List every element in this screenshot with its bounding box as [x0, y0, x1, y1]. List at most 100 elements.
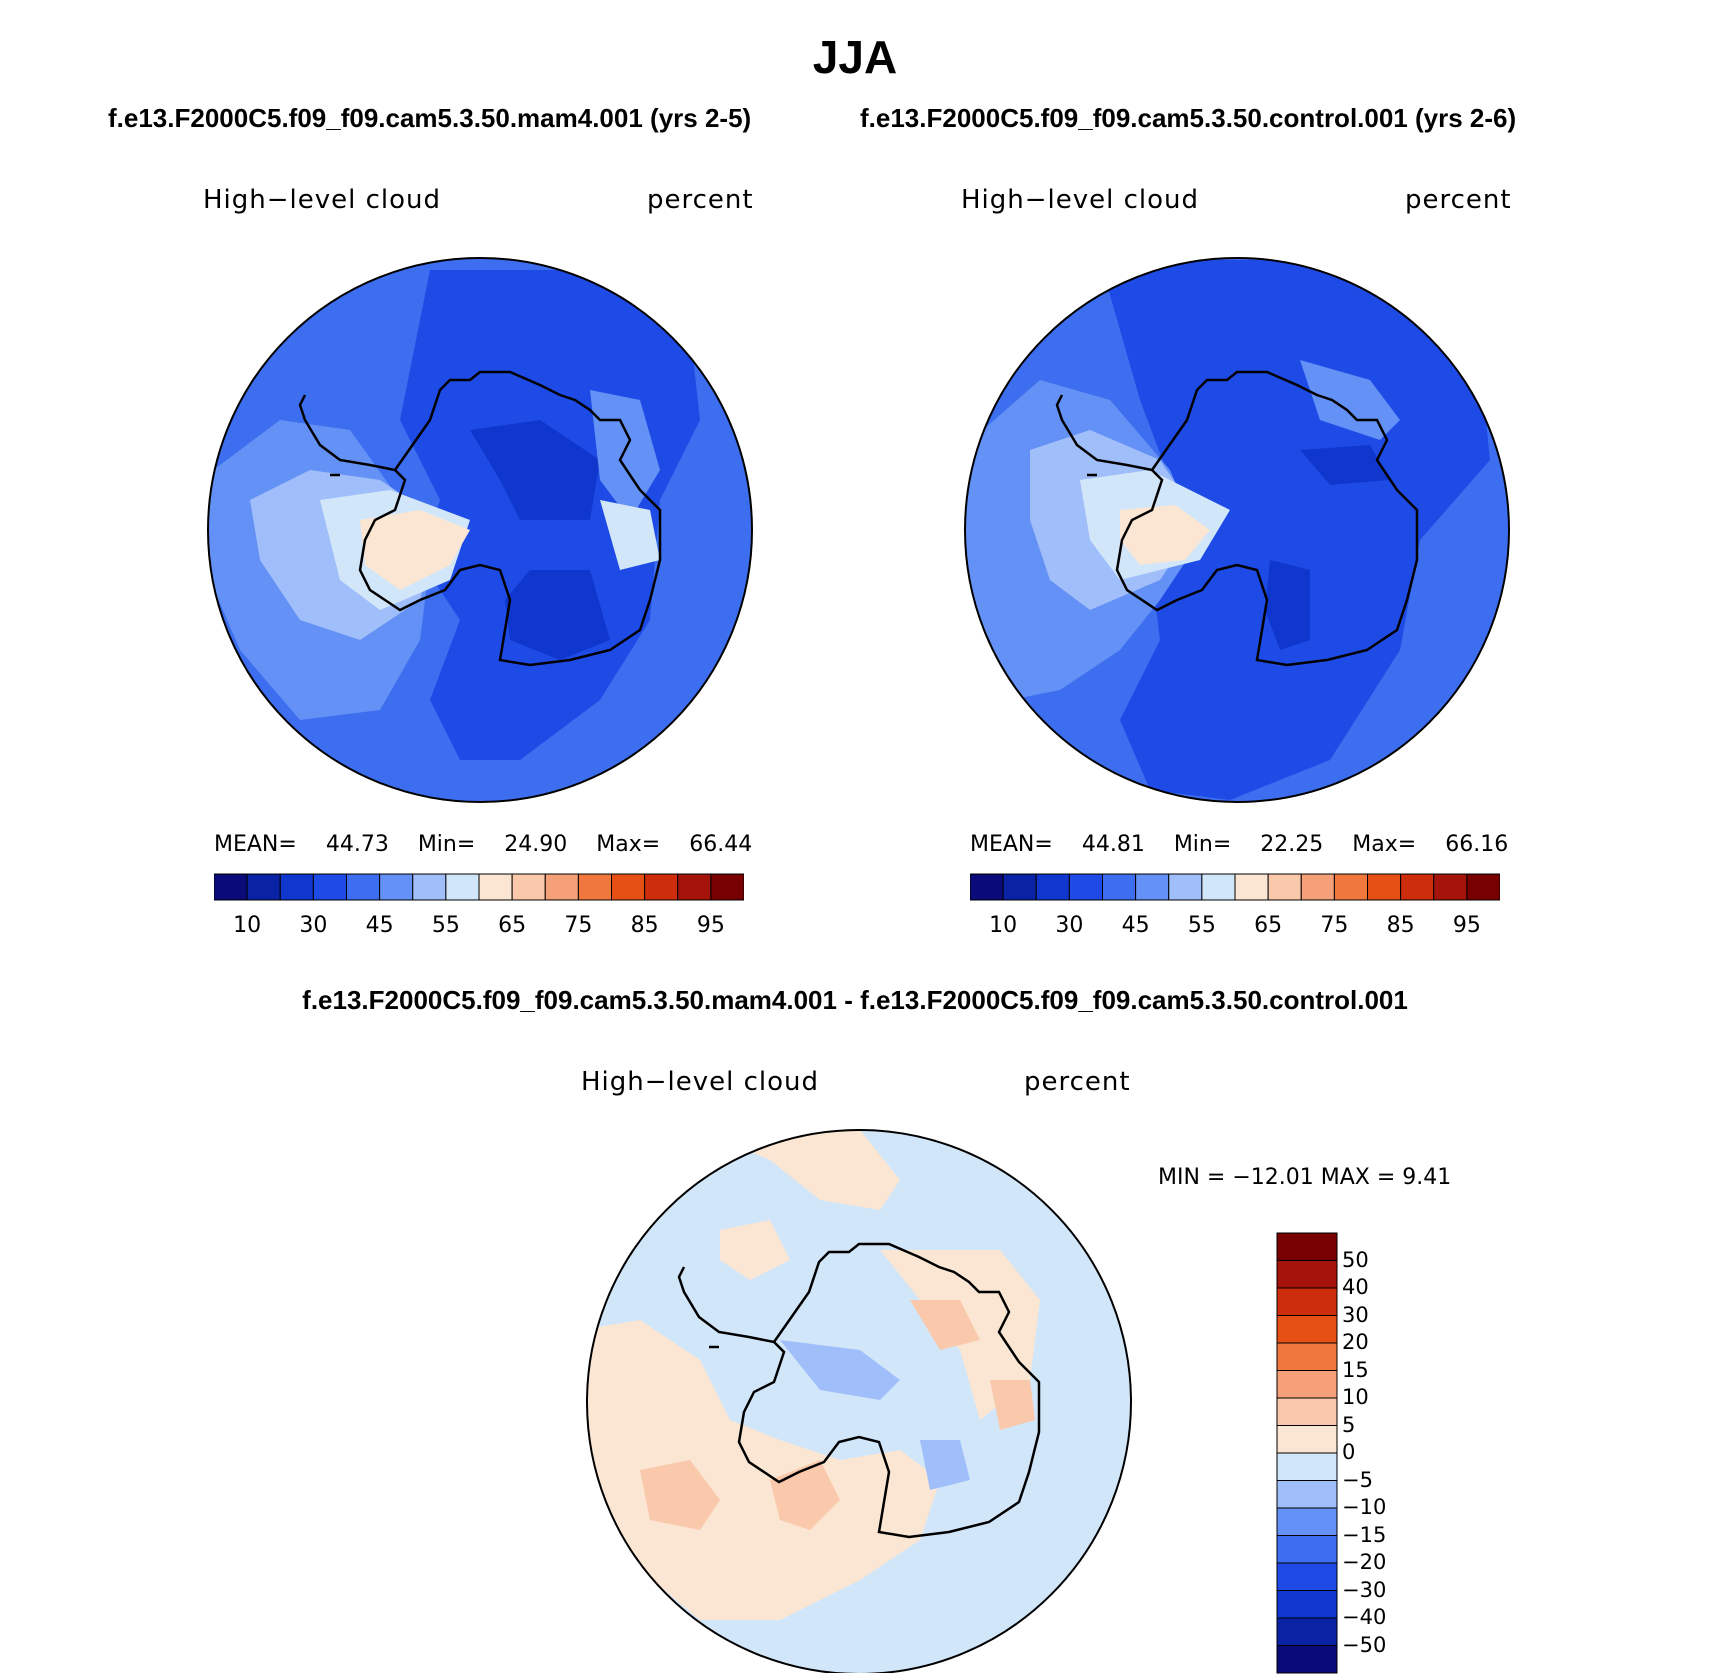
colorbar-panel1 — [214, 873, 744, 901]
colorbar-panel3-tick-label: 20 — [1342, 1330, 1369, 1354]
colorbar-panel1-box-15 — [710, 873, 744, 901]
panel1-stats: MEAN= 44.73 Min= 24.90 Max= 66.44 — [214, 832, 752, 857]
map3-field-warmer — [640, 1300, 1035, 1530]
colorbar-panel3-box-1 — [1276, 1260, 1338, 1289]
colorbar-panel2-tick-label: 10 — [989, 913, 1018, 938]
colorbar-panel1-tick-label: 30 — [299, 913, 328, 938]
colorbar-panel3-box-15 — [1276, 1645, 1338, 1674]
panel2-max-label: Max= — [1352, 832, 1417, 857]
panel2-variable-label: High−level cloud — [961, 185, 1200, 215]
panel1-min-label: Min= — [417, 832, 476, 857]
colorbar-panel2-tick-label: 65 — [1254, 913, 1283, 938]
map2-frame-circle — [964, 257, 1510, 803]
colorbar-panel2-box-10 — [1300, 873, 1335, 901]
colorbar-panel3-box-3 — [1276, 1315, 1338, 1344]
panel2-units-label: percent — [1405, 185, 1512, 215]
colorbar-panel1-box-5 — [379, 873, 414, 901]
map2-antarctica-coastline — [1115, 370, 1419, 667]
colorbar-panel1-tick-label: 55 — [431, 913, 460, 938]
colorbar-panel3-tick-label: 5 — [1342, 1412, 1356, 1437]
colorbar-panel3-tick-label: 40 — [1342, 1275, 1369, 1299]
subtitle-mam4: f.e13.F2000C5.f09_f09.cam5.3.50.mam4.001… — [108, 103, 752, 133]
map3-field-cool — [610, 1200, 970, 1490]
subtitle-difference: f.e13.F2000C5.f09_f09.cam5.3.50.mam4.001… — [302, 985, 1408, 1015]
panel1-max-label: Max= — [596, 832, 661, 857]
colorbar-panel3-tick-label: −20 — [1342, 1550, 1387, 1574]
colorbar-panel3-box-14 — [1276, 1617, 1338, 1646]
colorbar-panel2-box-2 — [1035, 873, 1070, 901]
panel2-min-value: 22.25 — [1260, 832, 1324, 857]
colorbar-panel2-box-4 — [1102, 873, 1137, 901]
colorbar-panel3-tick-label: −50 — [1342, 1632, 1387, 1657]
colorbar-panel3-box-5 — [1276, 1370, 1338, 1399]
map1-field-warm — [360, 510, 470, 590]
colorbar-panel3 — [1276, 1232, 1338, 1674]
panel1-units-label: percent — [647, 185, 754, 215]
colorbar-panel1-tick-label: 95 — [696, 913, 725, 938]
colorbar-panel3-tick-label: −5 — [1342, 1467, 1373, 1492]
panel1-min-value: 24.90 — [504, 832, 568, 857]
colorbar-panel2-box-12 — [1367, 873, 1402, 901]
subtitle-control: f.e13.F2000C5.f09_f09.cam5.3.50.control.… — [860, 103, 1517, 133]
map3-antarctica-coastline — [737, 1242, 1041, 1539]
panel1-variable-label: High−level cloud — [203, 185, 442, 215]
panel2-stats: MEAN= 44.81 Min= 22.25 Max= 66.16 — [970, 832, 1508, 857]
colorbar-panel3-tick-label: 50 — [1342, 1247, 1369, 1272]
colorbar-panel3-tick-label: 10 — [1342, 1385, 1369, 1409]
colorbar-panel3-box-7 — [1276, 1425, 1338, 1454]
colorbar-panel2-box-1 — [1002, 873, 1037, 901]
colorbar-panel2 — [970, 873, 1500, 901]
map1-frame-circle — [207, 257, 753, 803]
colorbar-panel3-box-6 — [1276, 1397, 1338, 1426]
colorbar-panel1-box-8 — [478, 873, 513, 901]
colorbar-panel2-tick-label: 45 — [1121, 913, 1150, 938]
colorbar-panel1-box-1 — [246, 873, 281, 901]
colorbar-panel3-box-9 — [1276, 1480, 1338, 1509]
colorbar-panel2-box-3 — [1068, 873, 1103, 901]
colorbar-panel1-tick-label: 10 — [233, 913, 262, 938]
colorbar-panel2-tick-label: 55 — [1187, 913, 1216, 938]
map2-field-dark — [1100, 260, 1490, 800]
colorbar-panel3-tick-label: −10 — [1342, 1495, 1387, 1519]
colorbar-panel3-tick-label: −30 — [1342, 1577, 1387, 1602]
colorbar-panel1-tick-label: 85 — [630, 913, 659, 938]
map1-antarctica-coastline — [358, 370, 662, 667]
colorbar-panel3-tick-label: 0 — [1342, 1440, 1356, 1464]
colorbar-panel1-box-4 — [346, 873, 381, 901]
colorbar-panel3-tick-label: −15 — [1342, 1522, 1387, 1547]
panel2-max-value: 66.16 — [1445, 832, 1509, 857]
colorbar-panel1-tick-label: 65 — [498, 913, 527, 938]
colorbar-panel2-box-14 — [1433, 873, 1468, 901]
colorbar-panel2-tick-label: 95 — [1452, 913, 1481, 938]
colorbar-panel1-box-9 — [511, 873, 546, 901]
colorbar-panel2-tick-label: 75 — [1320, 913, 1349, 938]
colorbar-panel2-tick-label: 85 — [1386, 913, 1415, 938]
colorbar-panel1-box-10 — [544, 873, 579, 901]
colorbar-panel3-box-4 — [1276, 1342, 1338, 1371]
map2-field-darker — [1265, 445, 1390, 650]
colorbar-panel2-box-15 — [1466, 873, 1500, 901]
colorbar-panel3-tick-label: 15 — [1342, 1357, 1369, 1382]
colorbar-panel3-box-11 — [1276, 1535, 1338, 1564]
map3-frame-circle — [586, 1129, 1132, 1673]
colorbar-panel2-box-7 — [1201, 873, 1236, 901]
colorbar-panel3-box-10 — [1276, 1507, 1338, 1536]
panel1-mean-value: 44.73 — [325, 832, 389, 857]
colorbar-panel2-tick-label: 30 — [1055, 913, 1084, 938]
colorbar-panel3-box-2 — [1276, 1287, 1338, 1316]
colorbar-panel1-box-7 — [445, 873, 480, 901]
panel3-units-label: percent — [1024, 1067, 1131, 1097]
colorbar-panel3-tick-label: −40 — [1342, 1605, 1387, 1629]
colorbar-panel2-box-8 — [1234, 873, 1269, 901]
colorbar-panel1-tick-label: 75 — [564, 913, 593, 938]
panel3-minmax: MIN = −12.01 MAX = 9.41 — [1158, 1165, 1452, 1190]
colorbar-panel3-box-13 — [1276, 1590, 1338, 1619]
panel2-mean-label: MEAN= — [970, 832, 1053, 857]
colorbar-panel3-tick-label: 30 — [1342, 1302, 1369, 1327]
panel1-max-value: 66.44 — [689, 832, 753, 857]
map3-peninsula — [677, 1266, 775, 1349]
colorbar-panel1-tick-label: 45 — [365, 913, 394, 938]
